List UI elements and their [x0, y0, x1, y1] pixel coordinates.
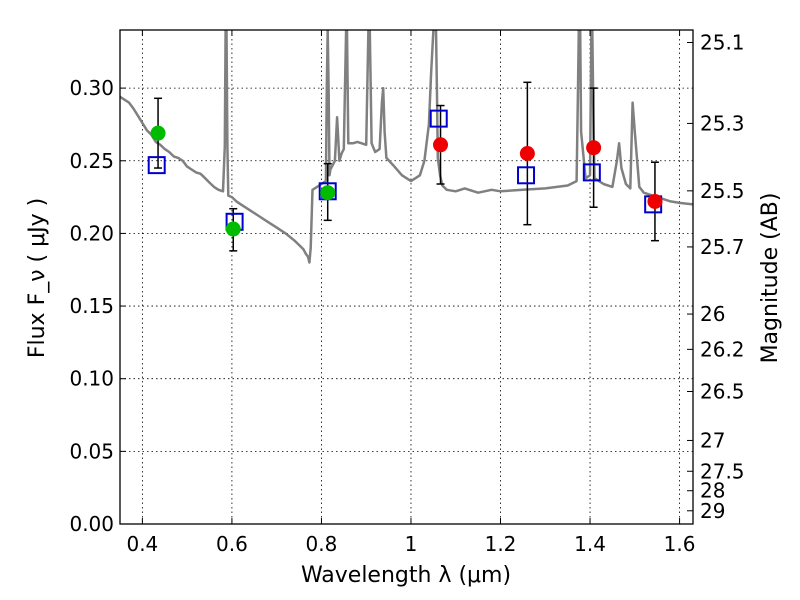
x-tick-label: 1.4 — [574, 532, 606, 556]
right-tick-label: 26.2 — [700, 337, 745, 361]
right-tick-label: 27 — [700, 428, 725, 452]
y-tick-label: 0.30 — [69, 76, 114, 100]
axis-ticks — [120, 30, 693, 525]
nir-point — [647, 193, 663, 209]
y-tick-label: 0.20 — [69, 221, 114, 245]
x-axis-title: Wavelength λ (μm) — [301, 563, 511, 588]
model-square — [582, 163, 601, 182]
y-tick-label: 0.25 — [69, 149, 114, 173]
nir-point — [433, 137, 449, 153]
model-square — [429, 109, 448, 128]
y-tick-label: 0.05 — [69, 439, 114, 463]
right-tick-label: 26 — [700, 302, 725, 326]
model-square — [517, 166, 536, 185]
right-tick-label: 28 — [700, 479, 725, 503]
y-axis-title: Flux F_ν ( μJy ) — [25, 198, 50, 358]
nir-point — [519, 146, 535, 161]
right-tick-label: 25.5 — [700, 179, 745, 203]
optical-point — [150, 125, 166, 141]
optical-point — [320, 185, 336, 201]
right-tick-label: 25.3 — [700, 111, 745, 135]
x-tick-label: 1 — [405, 532, 418, 556]
right-tick-label: 25.7 — [700, 235, 745, 259]
y-tick-label: 0.10 — [69, 367, 114, 391]
x-tick-label: 1.2 — [485, 532, 517, 556]
right-tick-label: 25.1 — [700, 30, 745, 54]
y-tick-label: 0.15 — [69, 294, 114, 318]
x-tick-label: 0.6 — [216, 532, 248, 556]
right-tick-label: 29 — [700, 499, 725, 523]
model-square — [147, 156, 166, 175]
x-tick-label: 1.6 — [664, 532, 696, 556]
x-tick-label: 0.8 — [306, 532, 338, 556]
plot-frame — [119, 29, 694, 525]
right-tick-label: 26.5 — [700, 379, 745, 403]
x-tick-label: 0.4 — [126, 532, 158, 556]
y-tick-label: 0.00 — [69, 512, 114, 536]
nir-point — [586, 140, 602, 156]
tick-labels: 0.4 0.6 0.8 1 1.2 1.4 1.6 0.00 0.05 0.10 0.15 0.20 0… — [69, 30, 744, 556]
right-tick-label: 27.5 — [700, 459, 745, 483]
spectrum-line — [120, 30, 693, 264]
right-axis-title: Magnitude (AB) — [758, 193, 783, 364]
optical-point — [225, 221, 241, 237]
plot-area — [120, 30, 693, 264]
